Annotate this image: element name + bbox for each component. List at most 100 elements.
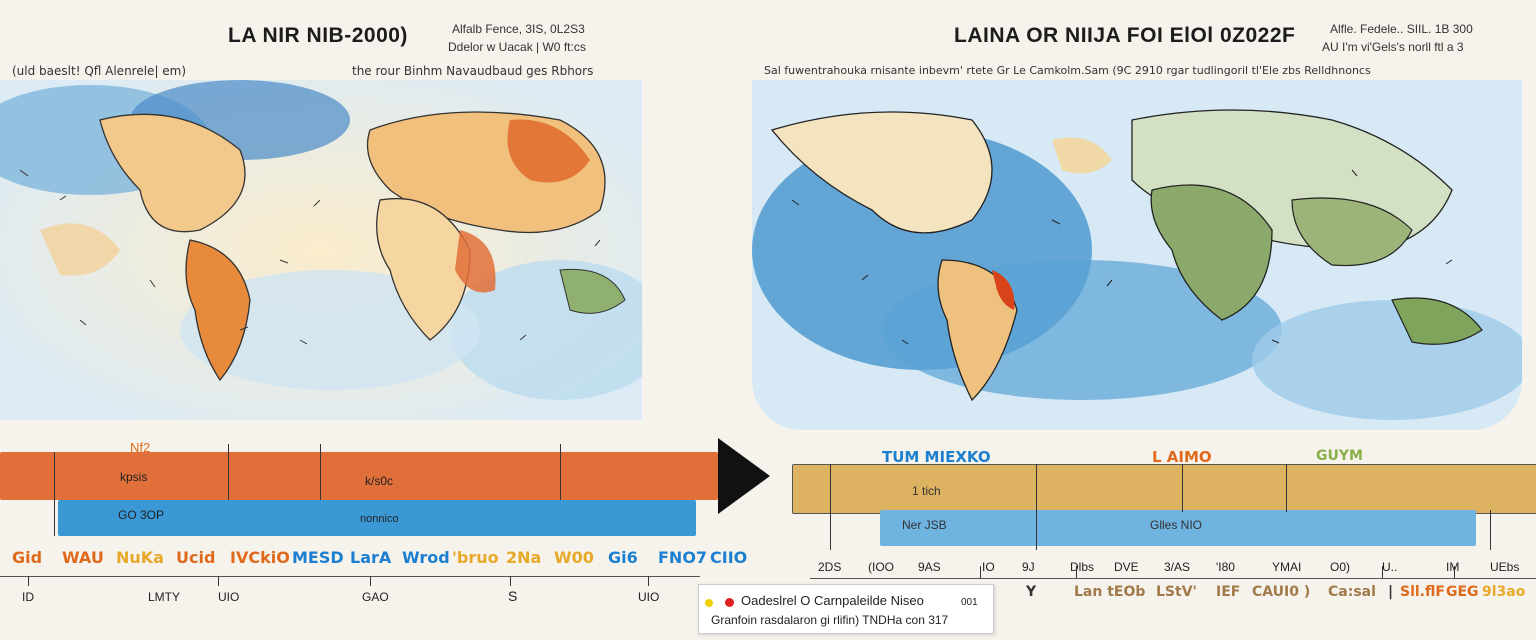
axis-tick-label: UIO xyxy=(218,590,240,604)
legend-line1: Oadeslrel O Carnpaleilde Niseo xyxy=(741,593,924,608)
legend-line2: Granfoin rasdalaron gi rlifin) TNDHa con… xyxy=(711,613,949,627)
axis-tick-label: ID xyxy=(22,590,34,604)
axis-tick xyxy=(28,576,29,586)
right-bottom-label-row: Y Lan tEOb LStV' IEF CAUI0 ) Ca:sal | Sl… xyxy=(1026,584,1536,606)
divider xyxy=(54,452,55,536)
axis-tick-label: S xyxy=(508,588,518,604)
left-top-bar-label: Nf2 xyxy=(130,440,151,455)
era-label: NuKa xyxy=(116,548,164,567)
axis-tick-label: UEbs xyxy=(1490,560,1520,574)
divider xyxy=(320,444,321,500)
left-blue-bar xyxy=(58,500,696,536)
axis-tick-label: 3/AS xyxy=(1164,560,1191,574)
axis-tick-label: Dlbs xyxy=(1070,560,1095,574)
era-label: CAUI0 ) xyxy=(1252,584,1311,600)
left-subtitle: (uld baeslt! Qfl Alenrele| em) xyxy=(12,64,187,78)
red-dot-icon xyxy=(725,598,734,607)
axis-tick xyxy=(1076,566,1077,578)
divider xyxy=(1286,464,1287,512)
divider xyxy=(228,444,229,500)
era-label: 'bruo xyxy=(452,548,499,567)
axis-tick-label: 2DS xyxy=(818,560,842,574)
era-label: IVCkiO xyxy=(230,548,290,567)
left-bottom-bar-label: GO 3OP xyxy=(118,508,165,522)
axis-tick-label: U.. xyxy=(1382,560,1398,574)
right-blue-bar xyxy=(880,510,1476,546)
axis-tick-label: LMTY xyxy=(148,590,181,604)
left-world-map xyxy=(0,80,642,420)
axis-tick-label: UIO xyxy=(638,590,660,604)
legend-box: Oadeslrel O Carnpaleilde Niseo 001 Granf… xyxy=(698,584,994,634)
axis-tick-label: IM xyxy=(1446,560,1460,574)
divider xyxy=(1490,510,1491,550)
era-label: 2Na xyxy=(506,548,542,567)
era-label: LarA xyxy=(350,548,392,567)
right-tick-row: 2DS (IOO 9AS IO 9J Dlbs DVE 3/AS 'I80 YM… xyxy=(818,560,1536,576)
divider xyxy=(560,444,561,500)
era-label: FNO7 xyxy=(658,548,708,567)
axis-tick xyxy=(1382,566,1383,578)
era-label: GEG xyxy=(1446,584,1479,600)
divider xyxy=(830,464,831,550)
era-label: Y xyxy=(1026,584,1037,600)
right-title: LAINA OR NIIJA FOI ElOl 0Z022F xyxy=(954,24,1296,47)
legend-line1-tail: 001 xyxy=(961,597,978,608)
era-label: Ucid xyxy=(176,548,216,567)
era-label: 9l3ao xyxy=(1482,584,1526,600)
axis-tick xyxy=(218,576,219,586)
left-bottom-bar-label: nonnico xyxy=(360,513,399,525)
left-title: LA NIR NIB-2000) xyxy=(228,24,408,47)
axis-tick-label: 9J xyxy=(1022,560,1035,574)
era-label: Sll.flF xyxy=(1400,584,1445,600)
era-label: MESD xyxy=(292,548,344,567)
era-label: Lan tEOb xyxy=(1074,584,1146,600)
right-bottom-bar-label: Glles NIO xyxy=(1150,518,1203,532)
right-bar-header: TUM MIEXKO xyxy=(882,448,991,466)
right-top-bar-label: 1 tich xyxy=(912,484,941,498)
era-label: W00 xyxy=(554,548,594,567)
right-world-map xyxy=(752,80,1522,430)
axis-tick xyxy=(980,566,981,578)
era-label: IEF xyxy=(1216,584,1241,600)
left-axis-line xyxy=(0,576,700,577)
axis-tick-label: YMAI xyxy=(1272,560,1302,574)
axis-tick-label: 9AS xyxy=(918,560,941,574)
arrow-right-icon xyxy=(718,438,770,514)
left-colored-label-row: Gid WAU NuKa Ucid IVCkiO MESD LarA Wrod … xyxy=(12,548,752,572)
right-note-line1: Alfle. Fedele.. SIIL. 1B 300 xyxy=(1330,22,1473,36)
axis-tick xyxy=(370,576,371,586)
left-top-bar-label: kpsis xyxy=(120,470,148,484)
yellow-dot-icon xyxy=(705,599,713,607)
divider xyxy=(1036,464,1037,550)
era-label: WAU xyxy=(62,548,104,567)
axis-tick xyxy=(648,576,649,586)
right-bar-header: GUYM xyxy=(1316,448,1363,464)
divider xyxy=(1182,464,1183,512)
left-top-bar-label: k/s0c xyxy=(365,474,394,488)
axis-tick-label: O0) xyxy=(1330,560,1351,574)
era-label: Wrod xyxy=(402,548,450,567)
axis-tick xyxy=(510,576,511,586)
right-bottom-bar-label: Ner JSB xyxy=(902,518,947,532)
axis-tick-label: GAO xyxy=(362,590,389,604)
right-bar-header: L AIMO xyxy=(1152,448,1212,466)
left-note-line2: Ddelor w Uacak | W0 ft:cs xyxy=(448,40,586,54)
era-label: Ca:sal xyxy=(1328,584,1376,600)
left-orange-bar xyxy=(0,452,718,500)
left-note-line1: Alfalb Fence, 3IS, 0L2S3 xyxy=(452,22,585,36)
era-label: LStV' xyxy=(1156,584,1197,600)
right-subtitle: Sal fuwentrahouka rnisante inbevm' rtete… xyxy=(764,64,1371,77)
right-note-line2: AU I'm vi'Gels's norll ftl a 3 xyxy=(1322,40,1464,54)
axis-tick-label: IO xyxy=(982,560,995,574)
right-gold-bar xyxy=(792,464,1536,514)
axis-tick-label: 'I80 xyxy=(1216,560,1235,574)
era-label: Gid xyxy=(12,548,43,567)
era-label: | xyxy=(1388,584,1394,600)
axis-tick xyxy=(1454,566,1455,578)
era-label: Gi6 xyxy=(608,548,638,567)
left-subtitle-right: the rour Binhm Navaudbaud ges Rbhors xyxy=(352,64,594,78)
axis-tick-label: (IOO xyxy=(868,560,894,574)
right-axis-line xyxy=(810,578,1536,579)
axis-tick-label: DVE xyxy=(1114,560,1139,574)
era-label: CIIO xyxy=(710,548,748,567)
